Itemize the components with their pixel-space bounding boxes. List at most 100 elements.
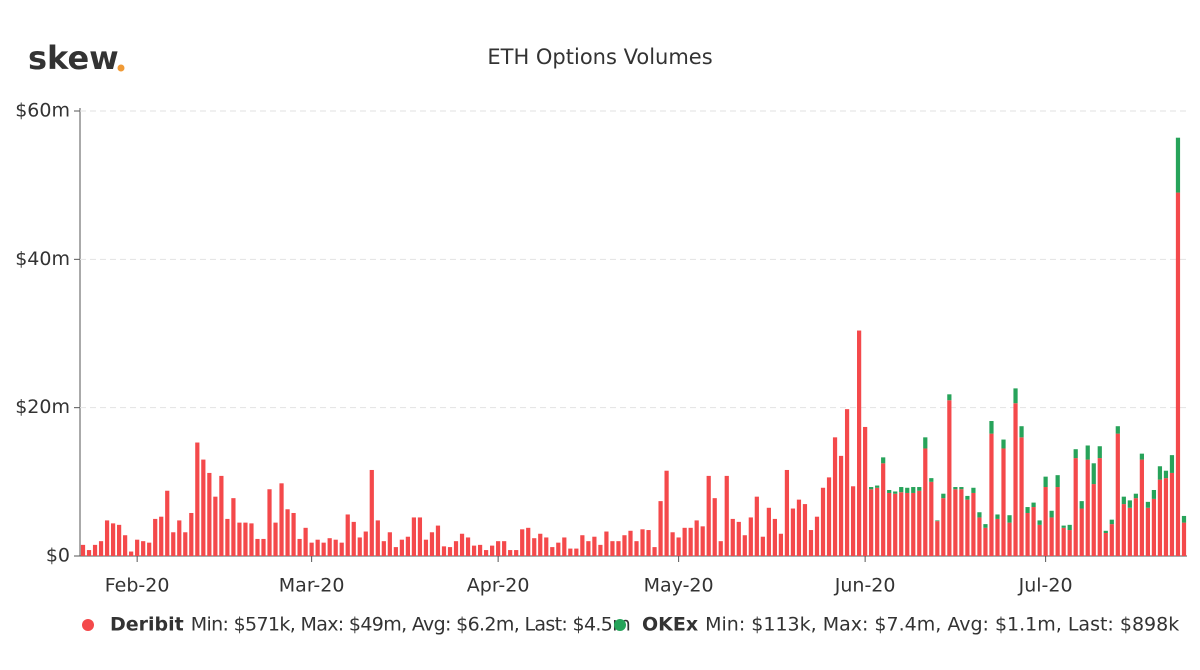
bar	[977, 517, 982, 556]
bar	[1163, 470, 1169, 479]
bar	[718, 541, 723, 556]
bar	[971, 487, 976, 493]
bar	[1031, 507, 1036, 556]
x-tick-label: Jul-20	[1018, 575, 1073, 597]
bar	[1121, 504, 1126, 556]
bar	[628, 530, 633, 556]
bar	[496, 541, 501, 556]
bar	[664, 470, 669, 556]
bar	[917, 487, 922, 491]
bar	[195, 442, 200, 556]
bar	[995, 514, 1000, 519]
bar	[863, 426, 868, 556]
bar	[905, 487, 910, 493]
bar	[796, 499, 802, 556]
bar	[1073, 449, 1078, 459]
bar	[1181, 515, 1187, 523]
bar	[363, 531, 368, 556]
bar	[141, 541, 146, 556]
bar	[423, 539, 429, 556]
bar	[1121, 496, 1126, 505]
bar	[1061, 527, 1066, 556]
bar	[947, 400, 952, 556]
y-tick-label: $40m	[15, 248, 70, 270]
bar	[989, 433, 994, 556]
bar	[923, 437, 928, 449]
bar	[80, 544, 86, 556]
legend-marker	[82, 619, 94, 631]
bar	[1133, 493, 1138, 499]
bar	[1007, 522, 1012, 556]
bar	[556, 542, 561, 556]
bar	[1049, 517, 1054, 556]
bar	[490, 545, 495, 556]
bar	[526, 527, 531, 556]
bar	[1079, 508, 1084, 556]
bar	[574, 548, 579, 556]
bar	[1085, 459, 1090, 556]
bar	[1007, 515, 1012, 523]
bar	[688, 527, 693, 556]
bar	[1103, 530, 1108, 534]
bar	[477, 544, 483, 556]
bar	[159, 516, 164, 556]
bar	[435, 525, 441, 556]
bar	[1163, 478, 1169, 556]
bar	[814, 516, 820, 556]
chart-title: ETH Options Volumes	[487, 45, 712, 69]
bar	[965, 495, 970, 500]
bar	[1037, 524, 1042, 556]
bar	[941, 498, 946, 556]
bar	[760, 536, 765, 556]
bar	[820, 487, 826, 556]
bar	[207, 472, 212, 556]
bar	[826, 477, 832, 556]
bar	[989, 421, 994, 434]
bar	[1025, 512, 1030, 556]
bar	[917, 490, 922, 556]
bar	[652, 547, 657, 556]
bar	[562, 537, 567, 556]
bar	[1145, 507, 1150, 556]
bar	[261, 538, 266, 556]
bar	[959, 487, 964, 490]
bar	[1073, 458, 1078, 556]
bar	[411, 517, 417, 556]
bar	[1019, 426, 1024, 438]
bar	[1043, 487, 1048, 556]
bar	[135, 539, 140, 556]
x-tick-label: Jun-20	[834, 575, 896, 597]
bar	[98, 541, 104, 556]
bar	[520, 529, 525, 556]
bar	[959, 489, 964, 556]
bar	[429, 532, 435, 556]
bar	[465, 537, 471, 556]
bar	[971, 492, 976, 556]
x-tick-label: Mar-20	[279, 575, 345, 597]
bar	[881, 457, 886, 464]
bar	[237, 522, 242, 556]
bar	[273, 522, 278, 556]
bar	[1055, 487, 1060, 556]
bar	[995, 518, 1000, 556]
bar	[568, 548, 573, 556]
bar	[1109, 524, 1114, 556]
bar	[502, 541, 507, 556]
bar	[303, 527, 308, 556]
bar	[1067, 530, 1072, 556]
bar	[736, 521, 741, 556]
bar	[291, 512, 296, 556]
bar	[983, 524, 988, 528]
bar	[508, 550, 513, 556]
bar	[676, 537, 681, 556]
bar	[1103, 533, 1108, 556]
legend-label: OKEx	[642, 614, 698, 636]
bar	[381, 541, 386, 556]
bar	[899, 492, 904, 556]
bar	[297, 538, 302, 556]
bar	[147, 542, 152, 556]
bar	[86, 550, 92, 556]
bar	[447, 547, 453, 556]
bar	[92, 544, 98, 556]
bar	[592, 536, 597, 556]
